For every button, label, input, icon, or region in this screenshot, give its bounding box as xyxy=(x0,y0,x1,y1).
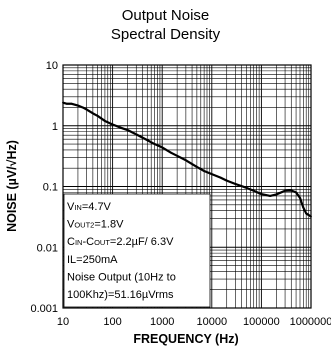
annotation-subscript: IN xyxy=(74,203,82,212)
x-tick-label: 100 xyxy=(103,316,121,328)
noise-data-point xyxy=(225,179,228,182)
chart-title-line-2: Spectral Density xyxy=(110,26,221,43)
noise-data-point xyxy=(77,104,79,107)
noise-data-point xyxy=(104,120,106,122)
plot-frame xyxy=(62,64,312,309)
annotation-text: =1.8V xyxy=(94,219,124,231)
noise-data-point xyxy=(290,189,293,192)
x-axis-label: FREQUENCY (Hz) xyxy=(133,332,238,346)
annotation-text: =2.2µF/ 6.3V xyxy=(110,236,174,248)
noise-data-point xyxy=(161,146,164,149)
noise-data-point xyxy=(66,102,68,105)
noise-data-point xyxy=(195,166,198,168)
noise-data-point xyxy=(299,196,301,199)
noise-data-point xyxy=(153,143,156,145)
series-layer xyxy=(62,101,312,218)
annotation-text: 100Khz)=51.16µVrms xyxy=(67,289,174,301)
x-tick-label: 100000 xyxy=(243,316,280,328)
tick-labels: 10 100 1000 10000 100000 1000000 10 1 0.1 0.01 0.0… xyxy=(30,60,331,328)
y-axis-label: NOISE (µV/√Hz) xyxy=(5,140,19,232)
noise-data-point xyxy=(85,108,88,111)
noise-data-point xyxy=(120,127,123,129)
annotation-text: IL=250mA xyxy=(67,254,118,266)
annotation-text: V xyxy=(67,201,75,213)
noise-data-point xyxy=(81,106,84,109)
noise-data-point xyxy=(146,139,149,142)
y-tick-label: 0.1 xyxy=(43,182,58,194)
noise-data-point xyxy=(219,176,222,179)
plot-border xyxy=(62,64,312,309)
annotation-text: =4.7V xyxy=(82,201,112,213)
noise-data-point xyxy=(210,173,213,175)
x-tick-label: 1000000 xyxy=(290,316,331,328)
annotation-text: Noise Output (10Hz to xyxy=(67,271,176,283)
noise-data-point xyxy=(135,133,138,136)
y-tick-label: 10 xyxy=(46,60,58,72)
noise-data-point xyxy=(305,212,308,215)
noise-data-point xyxy=(184,159,187,162)
annotation-subscript: OUT xyxy=(94,238,110,247)
annotation-text: -C xyxy=(82,236,94,248)
annotation-line: 100Khz)=51.16µVrms xyxy=(67,289,174,301)
chart-title-line-1: Output Noise xyxy=(121,7,210,24)
annotation-box-background xyxy=(63,193,211,308)
annotation-line: IL=250mA xyxy=(67,254,118,266)
y-tick-label: 0.001 xyxy=(30,303,58,315)
noise-data-point xyxy=(302,206,305,209)
y-tick-label: 1 xyxy=(52,121,58,133)
noise-data-point xyxy=(170,151,172,154)
annotation-subscript: OUT2 xyxy=(74,221,94,230)
noise-data-point xyxy=(176,154,179,157)
annotation-subscript: IN xyxy=(75,238,83,247)
noise-data-point xyxy=(295,191,297,194)
x-tick-label: 10 xyxy=(57,316,69,328)
y-tick-label: 0.01 xyxy=(37,242,58,254)
noise-data-point xyxy=(203,170,206,172)
noise-data-point xyxy=(234,183,237,185)
noise-data-point xyxy=(275,193,278,196)
annotation-text: V xyxy=(67,219,75,231)
noise-data-point xyxy=(252,189,255,192)
annotation-text: C xyxy=(67,236,75,248)
noise-data-point xyxy=(111,123,114,126)
annotation-line: Noise Output (10Hz to xyxy=(67,271,176,283)
noise-data-point xyxy=(96,115,99,117)
noise-data-point xyxy=(70,102,73,105)
annotation-line: CIN-COUT=2.2µF/ 6.3V xyxy=(67,236,174,248)
annotation-line: VIN=4.7V xyxy=(67,201,112,213)
noise-data-point xyxy=(91,112,94,115)
noise-data-point xyxy=(126,129,129,131)
noise-data-point xyxy=(284,189,286,192)
noise-data-point xyxy=(269,195,272,197)
annotation-line: VOUT2=1.8V xyxy=(67,219,124,231)
noise-data-point xyxy=(245,186,248,189)
x-tick-label: 10000 xyxy=(197,316,228,328)
x-tick-label: 1000 xyxy=(150,316,174,328)
noise-data-point xyxy=(260,193,263,195)
